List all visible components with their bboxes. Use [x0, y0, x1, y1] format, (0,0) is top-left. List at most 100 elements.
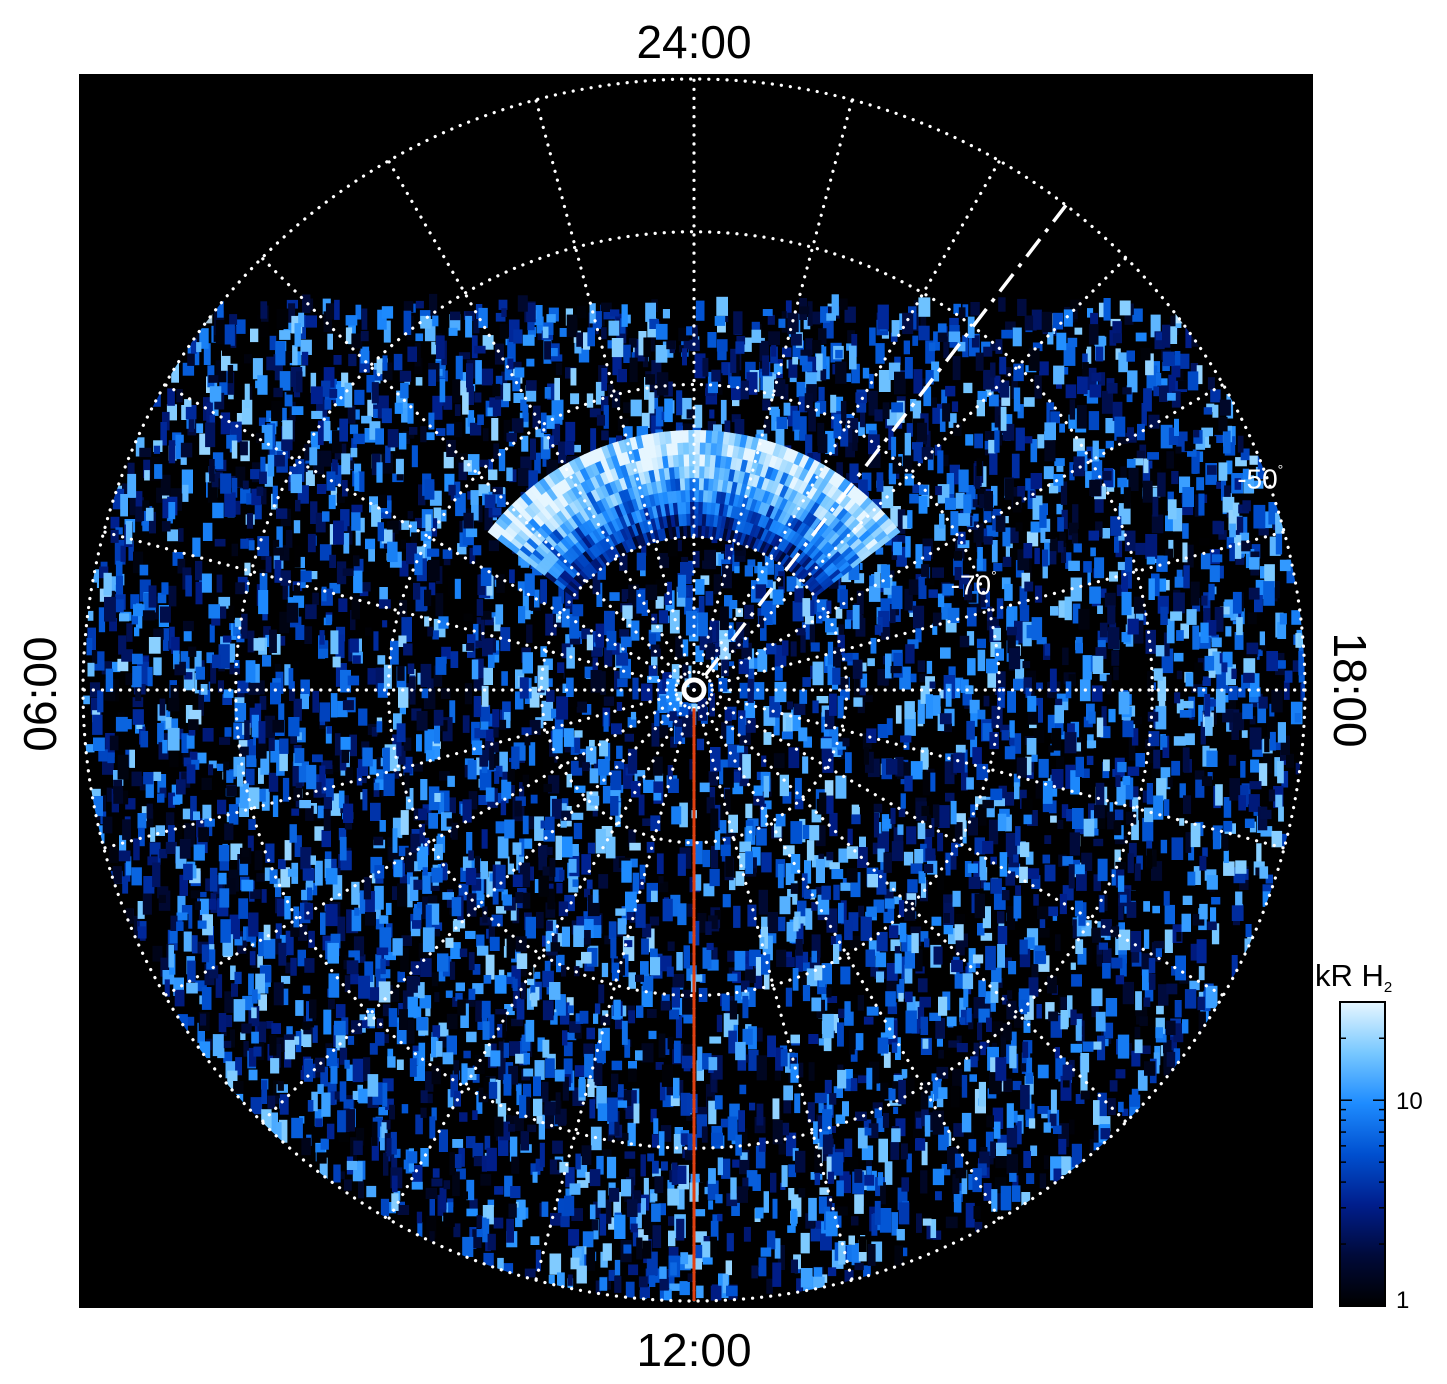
noise-pixel — [1201, 595, 1208, 606]
noise-pixel — [239, 783, 249, 808]
noise-pixel — [739, 773, 749, 787]
noise-pixel — [1154, 331, 1165, 350]
noise-pixel — [751, 846, 761, 866]
noise-pixel — [955, 944, 965, 956]
noise-pixel — [414, 851, 421, 862]
noise-pixel — [995, 339, 1003, 354]
noise-pixel — [507, 339, 516, 362]
noise-pixel — [209, 898, 217, 910]
noise-pixel — [610, 309, 620, 317]
noise-pixel — [1091, 372, 1102, 382]
noise-pixel — [743, 1226, 751, 1242]
noise-pixel — [298, 761, 309, 783]
noise-pixel — [1076, 871, 1087, 891]
noise-pixel — [420, 1148, 429, 1167]
noise-pixel — [466, 1136, 476, 1149]
noise-pixel — [857, 1075, 869, 1084]
noise-pixel — [396, 1059, 404, 1070]
noise-pixel — [999, 852, 1008, 877]
noise-pixel — [641, 683, 653, 701]
noise-pixel — [614, 1259, 621, 1276]
noise-pixel — [831, 1014, 839, 1034]
noise-pixel — [632, 677, 639, 700]
noise-pixel — [133, 838, 140, 861]
noise-pixel — [510, 901, 517, 921]
noise-pixel — [991, 967, 1002, 983]
noise-pixel — [913, 369, 923, 394]
noise-pixel — [565, 634, 574, 652]
noise-pixel — [982, 840, 994, 854]
noise-pixel — [1017, 486, 1025, 503]
noise-pixel — [669, 1283, 680, 1291]
noise-pixel — [538, 875, 549, 897]
noise-pixel — [1062, 1064, 1073, 1080]
noise-pixel — [416, 1017, 428, 1031]
noise-pixel — [1007, 990, 1013, 1000]
noise-pixel — [103, 572, 112, 596]
noise-pixel — [970, 1056, 978, 1068]
noise-pixel — [616, 1100, 628, 1108]
noise-pixel — [391, 1155, 398, 1175]
noise-pixel — [894, 371, 906, 395]
noise-pixel — [931, 397, 937, 408]
noise-pixel — [589, 795, 600, 806]
noise-pixel — [857, 995, 864, 1011]
noise-pixel — [803, 317, 811, 330]
noise-pixel — [1001, 730, 1009, 741]
noise-pixel — [1206, 875, 1218, 890]
noise-pixel — [224, 727, 232, 737]
noise-pixel — [1045, 531, 1056, 539]
noise-pixel — [1210, 907, 1217, 928]
noise-pixel — [935, 1018, 945, 1039]
noise-pixel — [891, 320, 900, 337]
noise-pixel — [764, 579, 773, 588]
noise-pixel — [719, 928, 731, 944]
noise-pixel — [415, 586, 427, 612]
noise-pixel — [231, 983, 238, 997]
noise-pixel — [1279, 613, 1287, 625]
noise-pixel — [1119, 300, 1131, 316]
noise-pixel — [679, 1281, 690, 1296]
noise-pixel — [400, 382, 409, 399]
noise-pixel — [939, 513, 945, 529]
noise-pixel — [534, 452, 541, 474]
noise-pixel — [544, 341, 551, 360]
noise-pixel — [1142, 817, 1154, 842]
noise-pixel — [790, 1063, 799, 1083]
noise-pixel — [812, 700, 819, 714]
noise-pixel — [294, 835, 302, 857]
noise-pixel — [250, 469, 260, 480]
noise-pixel — [375, 876, 384, 884]
noise-pixel — [1017, 298, 1027, 316]
noise-pixel — [835, 396, 844, 412]
noise-pixel — [804, 889, 812, 899]
noise-pixel — [1093, 1100, 1100, 1125]
noise-pixel — [428, 369, 436, 386]
noise-pixel — [290, 957, 297, 976]
noise-pixel — [188, 646, 197, 657]
noise-pixel — [273, 1080, 280, 1099]
noise-pixel — [1050, 815, 1057, 823]
noise-pixel — [478, 307, 488, 328]
noise-pixel — [1062, 885, 1074, 901]
noise-pixel — [1028, 348, 1040, 371]
noise-pixel — [185, 575, 192, 597]
noise-pixel — [135, 437, 145, 457]
noise-pixel — [957, 531, 966, 545]
noise-pixel — [845, 752, 852, 774]
noise-pixel — [811, 855, 820, 868]
noise-pixel — [1168, 427, 1178, 445]
noise-pixel — [1204, 869, 1217, 881]
noise-pixel — [265, 843, 275, 863]
noise-pixel — [656, 853, 664, 874]
noise-pixel — [255, 954, 263, 968]
noise-pixel — [1259, 656, 1266, 669]
noise-pixel — [643, 422, 654, 442]
noise-pixel — [677, 853, 686, 876]
noise-pixel — [1061, 509, 1068, 530]
noise-pixel — [1162, 362, 1170, 371]
noise-pixel — [890, 939, 901, 951]
noise-pixel — [1115, 1069, 1126, 1079]
noise-pixel — [266, 1021, 274, 1029]
noise-pixel — [379, 915, 389, 924]
